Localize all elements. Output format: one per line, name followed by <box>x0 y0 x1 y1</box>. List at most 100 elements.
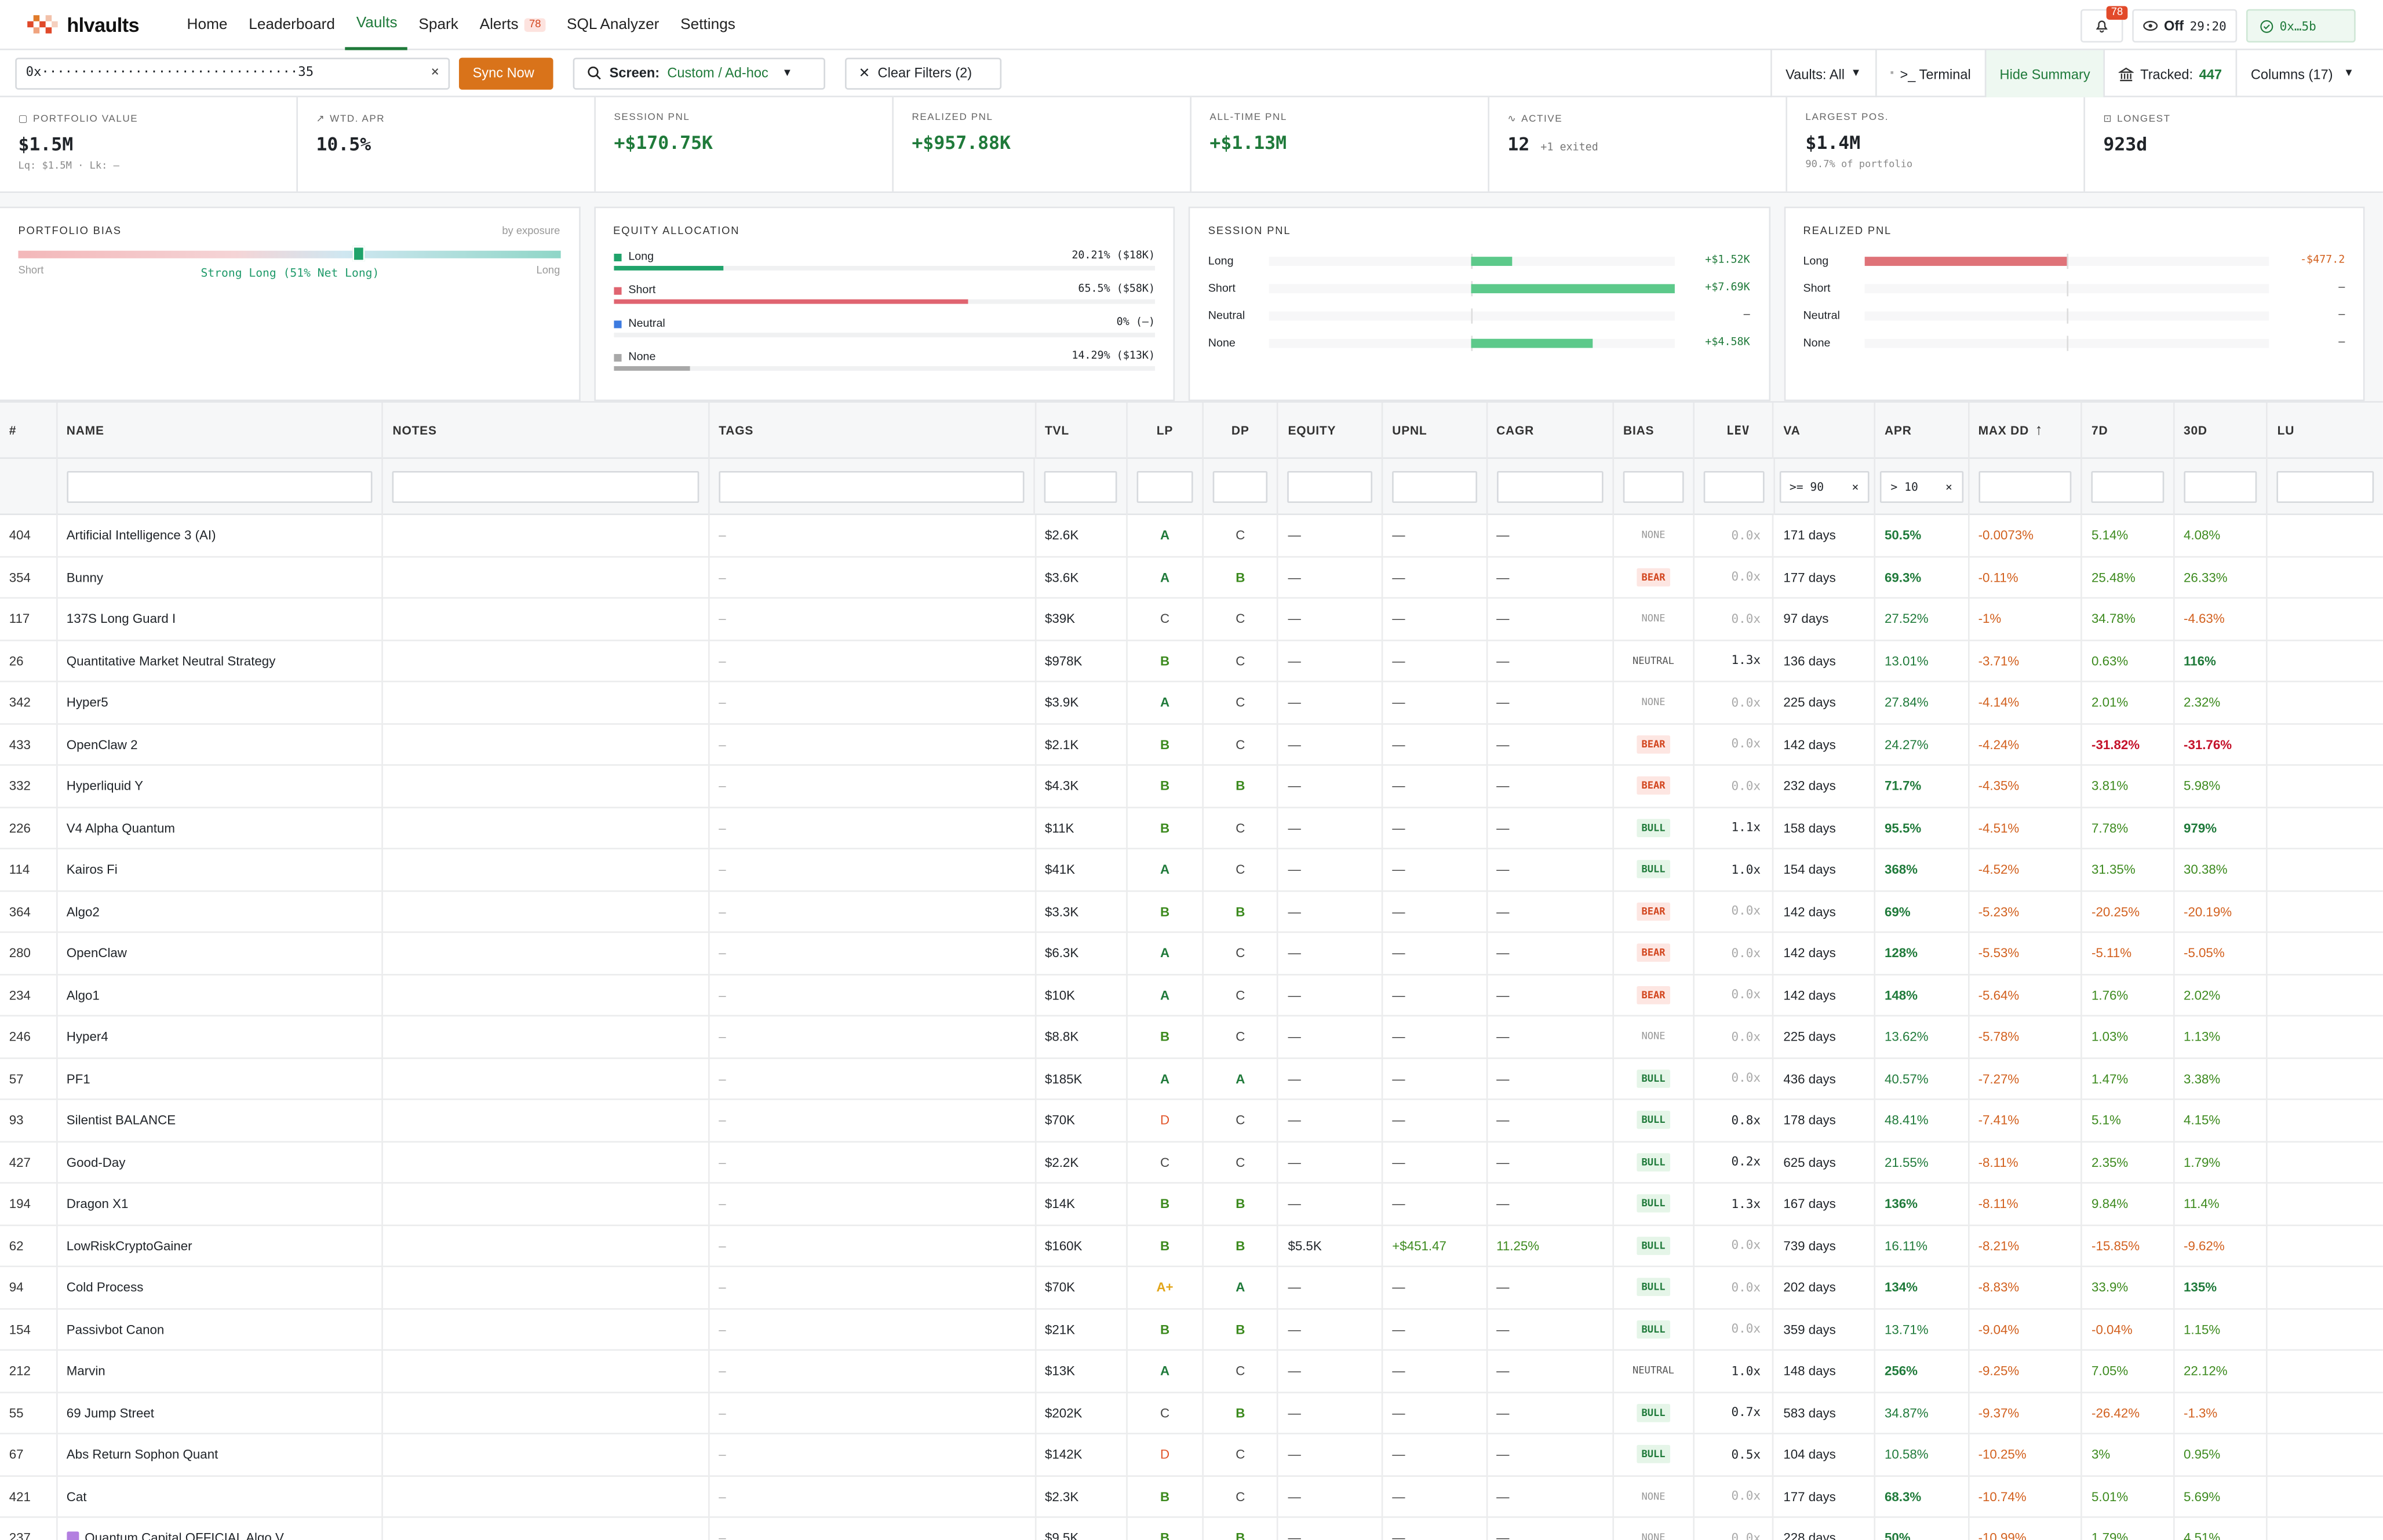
filter-equity-input[interactable] <box>1288 470 1373 502</box>
table-row[interactable]: 154 Passivbot Canon – $21K B B — — — BULL 0.0x 359 … <box>0 1308 2383 1351</box>
col-header-max-dd[interactable]: MAX DD ↑ <box>1969 402 2083 458</box>
table-row[interactable]: 421 Cat – $2.3K B C — — — NONE 0.0x 177 days 68.3% -1… <box>0 1475 2383 1518</box>
table-row[interactable]: 246 Hyper4– $8.8K B C — — — NONE 0.0x 225 days 13.6… <box>0 1016 2383 1059</box>
table-row[interactable]: 332 Hyperliquid Y – $4.3K B B — — — BEAR 0.0x 232 d… <box>0 765 2383 808</box>
clear-filter-icon[interactable]: × <box>1945 479 1952 493</box>
table-row[interactable]: 234 Algo1– $10K A C — — — BEAR 0.0x 142 days 148% -5… <box>0 973 2383 1017</box>
vault-name-link[interactable]: Cold Process <box>57 1266 384 1308</box>
vault-name-link[interactable]: Artificial Intelligence 3 (AI) <box>57 514 384 556</box>
table-row[interactable]: 433 OpenClaw 2– $2.1K B C — — — BEAR 0.0x 142 days… <box>0 723 2383 766</box>
col-header-notes[interactable]: NOTES <box>384 402 710 458</box>
vault-name-link[interactable]: Abs Return Sophon Quant <box>57 1433 384 1476</box>
col-header-30d[interactable]: 30D <box>2174 402 2268 458</box>
wallet-button[interactable]: 0x…5b <box>2246 9 2356 43</box>
nav-alerts[interactable]: Alerts 78 <box>469 0 556 49</box>
vault-name-link[interactable]: OpenClaw 2 <box>57 723 384 765</box>
filter-dp-input[interactable] <box>1212 470 1269 502</box>
table-row[interactable]: 55 69 Jump Street – $202K C B — — — BULL 0.7x 583 d… <box>0 1392 2383 1435</box>
nav-leaderboard[interactable]: Leaderboard <box>238 0 345 49</box>
address-input[interactable]: 0x·································35 × <box>15 57 450 89</box>
table-row[interactable]: 354 Bunny – $3.6K A B — — — BEAR 0.0x 177 days 69.3%… <box>0 556 2383 599</box>
vault-name-link[interactable]: Hyper5 <box>57 681 384 724</box>
tracked-button[interactable]: Tracked: 447 <box>2104 50 2235 97</box>
table-row[interactable]: 117 137S Long Guard I – $39K C C — — — NONE 0.0x 97… <box>0 597 2383 641</box>
col-header-bias[interactable]: BIAS <box>1614 402 1695 458</box>
col-header-cagr[interactable]: CAGR <box>1487 402 1615 458</box>
filter-lp-input[interactable] <box>1136 470 1193 502</box>
table-row[interactable]: 194 Dragon X1– $14K B B — — — BULL 1.3x 167 days 13… <box>0 1183 2383 1225</box>
vault-name-link[interactable]: Hyper4 <box>57 1016 384 1058</box>
nav-spark[interactable]: Spark <box>408 0 469 49</box>
col-header-lp[interactable]: LP <box>1128 402 1204 458</box>
hide-summary-button[interactable]: Hide Summary <box>1984 50 2104 97</box>
filter-va-input[interactable]: >= 90 × <box>1779 470 1870 502</box>
table-row[interactable]: 57 PF1– $185K A A — — — BULL 0.0x 436 days 40.57% -7… <box>0 1057 2383 1100</box>
vault-name-link[interactable]: Algo2 <box>57 890 384 932</box>
clear-address-icon[interactable]: × <box>431 65 439 81</box>
vault-name-link[interactable]: V4 Alpha Quantum <box>57 807 384 849</box>
table-row[interactable]: 237 Quantum Capital OFFICIAL Algo V… – $9.5… <box>0 1517 2383 1540</box>
nav-settings[interactable]: Settings <box>670 0 746 49</box>
filter-30d-input[interactable] <box>2183 470 2258 502</box>
table-row[interactable]: 67 Abs Return Sophon Quant – $142K D C — — — BULL… <box>0 1433 2383 1476</box>
screen-select[interactable]: Screen: Custom / Ad-hoc ▼ <box>573 57 825 89</box>
filter-name-input[interactable] <box>66 470 373 502</box>
col-header-tvl[interactable]: TVL <box>1036 402 1128 458</box>
terminal-button[interactable]: ▪ >_ Terminal <box>1875 50 1984 97</box>
col-header-name[interactable]: NAME <box>57 402 384 458</box>
vault-name-link[interactable]: Silentist BALANCE <box>57 1099 384 1141</box>
col-header-upnl[interactable]: UPNL <box>1383 402 1488 458</box>
vault-name-link[interactable]: Hyperliquid Y <box>57 765 384 807</box>
table-row[interactable]: 26 Quantitative Market Neutral Strategy – $… <box>0 640 2383 683</box>
table-row[interactable]: 280 OpenClaw – $6.3K A C — — — BEAR 0.0x 142 days 12… <box>0 932 2383 975</box>
vault-name-link[interactable]: 69 Jump Street <box>57 1392 384 1434</box>
clear-filters-button[interactable]: ✕ Clear Filters (2) <box>845 57 1002 89</box>
vault-name-link[interactable]: OpenClaw <box>57 932 384 974</box>
filter-max-dd-input[interactable] <box>1978 470 2072 502</box>
table-row[interactable]: 94 Cold Process – $70K A+ A — — — BULL 0.0x 202 day… <box>0 1266 2383 1309</box>
filter-tags-input[interactable] <box>718 470 1025 502</box>
filter-lu-input[interactable] <box>2277 470 2374 502</box>
filter-lev-input[interactable] <box>1703 470 1764 502</box>
vault-name-link[interactable]: Cat <box>57 1475 384 1517</box>
col-header-va[interactable]: VA <box>1775 402 1876 458</box>
nav-sql-analyzer[interactable]: SQL Analyzer <box>556 0 670 49</box>
nav-vaults[interactable]: Vaults <box>345 0 409 50</box>
filter-apr-input[interactable]: > 10 × <box>1880 470 1963 502</box>
vault-name-link[interactable]: PF1 <box>57 1057 384 1100</box>
nav-home[interactable]: Home <box>176 0 238 49</box>
vault-name-link[interactable]: Dragon X1 <box>57 1183 384 1225</box>
table-row[interactable]: 342 Hyper5– $3.9K A C — — — NONE 0.0x 225 days 27.8… <box>0 681 2383 724</box>
filter-7d-input[interactable] <box>2091 470 2164 502</box>
table-row[interactable]: 212 Marvin – $13K A C — — — NEUTRAL 1.0x 148 days 25… <box>0 1350 2383 1393</box>
table-row[interactable]: 404 Artificial Intelligence 3 (AI) – $2.6K A… <box>0 514 2383 557</box>
columns-dropdown[interactable]: Columns (17) ▼ <box>2235 50 2368 97</box>
vault-name-link[interactable]: Passivbot Canon <box>57 1308 384 1351</box>
notifications-button[interactable]: 78 <box>2080 6 2128 43</box>
vault-name-link[interactable]: Kairos Fi <box>57 848 384 891</box>
brand-logo[interactable]: hlvaults <box>27 13 176 36</box>
clear-filter-icon[interactable]: × <box>1852 479 1859 493</box>
table-row[interactable]: 226 V4 Alpha Quantum – $11K B C — — — BULL 1.1x 158… <box>0 807 2383 849</box>
vault-name-link[interactable]: Quantitative Market Neutral Strategy <box>57 640 384 682</box>
table-row[interactable]: 62 LowRiskCryptoGainer – $160K B B $5.5K +$451.… <box>0 1224 2383 1268</box>
vault-name-link[interactable]: LowRiskCryptoGainer <box>57 1224 384 1267</box>
vault-name-link[interactable]: Marvin <box>57 1350 384 1392</box>
filter-notes-input[interactable] <box>392 470 699 502</box>
table-row[interactable]: 427 Good-Day – $2.2K C C — — — BULL 0.2x 625 days 21… <box>0 1141 2383 1184</box>
vault-name-link[interactable]: Good-Day <box>57 1141 384 1183</box>
col-header-equity[interactable]: EQUITY <box>1279 402 1383 458</box>
col-header-num[interactable]: # <box>0 402 58 458</box>
vault-name-link[interactable]: Bunny <box>57 556 384 598</box>
table-row[interactable]: 93 Silentist BALANCE – $70K D C — — — BULL 0.8x 178… <box>0 1099 2383 1142</box>
sync-now-button[interactable]: Sync Now <box>458 57 553 89</box>
table-row[interactable]: 364 Algo2– $3.3K B B — — — BEAR 0.0x 142 days 69% -5… <box>0 890 2383 933</box>
col-header-lev[interactable]: LEV <box>1694 402 1775 458</box>
filter-cagr-input[interactable] <box>1496 470 1604 502</box>
filter-tvl-input[interactable] <box>1044 470 1117 502</box>
privacy-toggle[interactable]: Off 29:20 <box>2131 9 2238 43</box>
col-header-lu[interactable]: LU <box>2268 402 2383 458</box>
filter-upnl-input[interactable] <box>1392 470 1477 502</box>
col-header-apr[interactable]: APR <box>1875 402 1969 458</box>
filter-bias-input[interactable] <box>1623 470 1684 502</box>
